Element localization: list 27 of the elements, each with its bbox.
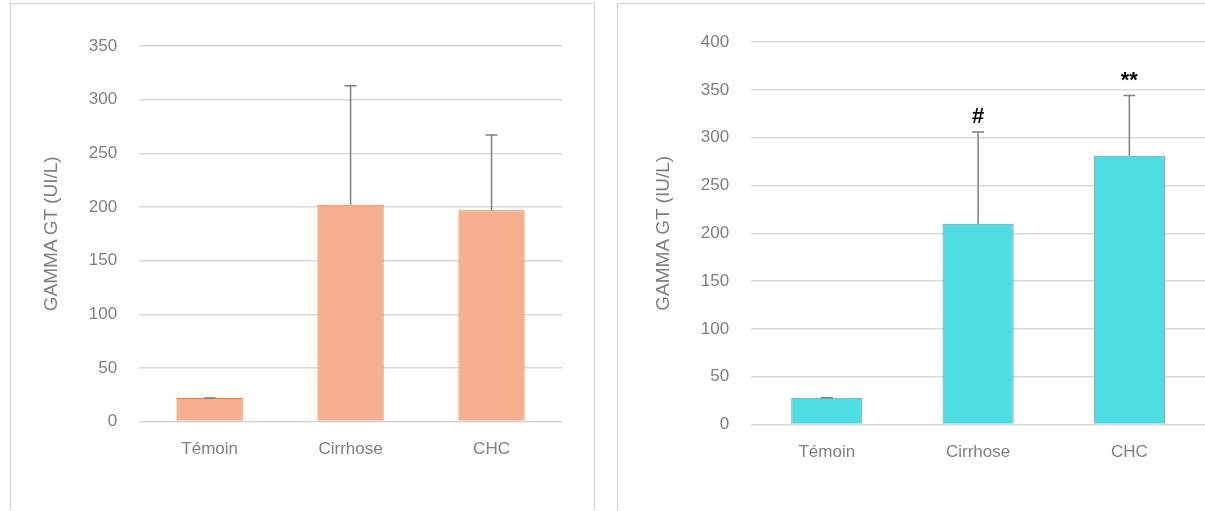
x-tick-label: CHC (1110, 442, 1148, 462)
x-tick-label: Cirrhose (945, 442, 1011, 462)
y-tick-label: 300 (88, 89, 118, 109)
y-tick-label: 150 (700, 270, 730, 290)
y-tick-label: 250 (88, 143, 118, 162)
y-axis-title: GAMMA GT (UI/L) (39, 156, 61, 312)
y-tick-label: 350 (700, 79, 730, 99)
x-tick-label: Témoin (181, 439, 238, 459)
y-tick-label: 250 (700, 175, 730, 195)
x-tick-label: Cirrhose (318, 439, 383, 459)
annotation: # (971, 102, 985, 128)
y-tick-label: 50 (710, 366, 730, 386)
y-tick-label: 200 (700, 222, 730, 242)
y-tick-label: 200 (88, 196, 118, 216)
y-tick-label: 350 (88, 35, 118, 55)
y-tick-label: 100 (700, 318, 730, 338)
y-tick-label: 50 (98, 357, 118, 377)
x-tick-label: Témoin (798, 442, 856, 462)
annotation: ** (1120, 66, 1139, 92)
y-tick-label: 300 (700, 127, 730, 147)
y-tick-label: 0 (107, 411, 118, 431)
y-tick-label: 150 (88, 250, 118, 270)
y-tick-label: 0 (719, 414, 730, 434)
y-axis-title: GAMMA GT (IU/L) (651, 155, 673, 311)
y-tick-label: 100 (88, 303, 118, 323)
y-tick-label: 400 (700, 31, 730, 51)
x-tick-label: CHC (473, 439, 510, 459)
